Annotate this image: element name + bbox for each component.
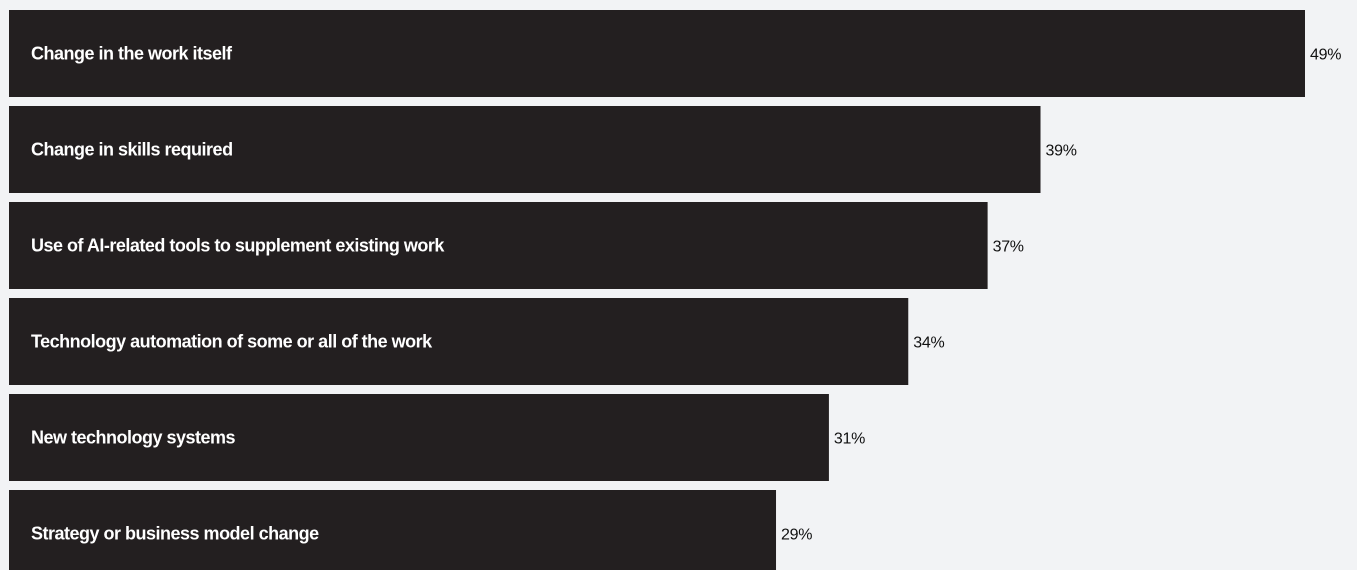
bar-category-label-5: New technology systems — [31, 428, 236, 448]
bar-value-label-1: 49% — [1310, 47, 1341, 64]
bar-value-label-6: 29% — [781, 527, 812, 544]
bar-category-label-6: Strategy or business model change — [31, 524, 319, 544]
bar-3 — [9, 202, 988, 289]
bar-value-label-4: 34% — [913, 335, 944, 352]
bar-category-label-2: Change in skills required — [31, 140, 233, 160]
bar-category-label-1: Change in the work itself — [31, 44, 233, 64]
bar-4 — [9, 298, 909, 385]
bar-value-label-3: 37% — [993, 239, 1024, 256]
bar-6 — [9, 490, 777, 570]
bar-category-label-4: Technology automation of some or all of … — [31, 332, 433, 352]
bar-1 — [9, 10, 1305, 97]
bar-2 — [9, 106, 1041, 193]
bar-category-label-3: Use of AI-related tools to supplement ex… — [31, 236, 445, 256]
bar-5 — [9, 394, 829, 481]
bar-value-label-5: 31% — [834, 431, 865, 448]
bar-value-label-2: 39% — [1046, 143, 1077, 160]
bars-group: Change in the work itself 49% Change in sk… — [9, 10, 1341, 570]
